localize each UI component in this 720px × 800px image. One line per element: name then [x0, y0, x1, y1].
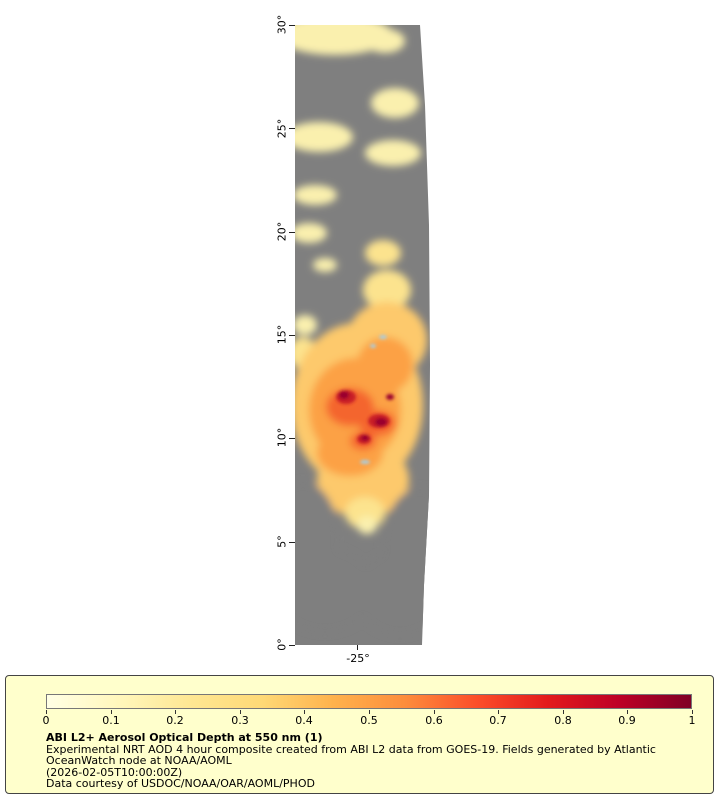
- colorbar-tick: [369, 710, 370, 714]
- lat-axis-tick: [289, 128, 295, 129]
- colorbar-tick-label: 0.2: [166, 714, 184, 727]
- colorbar-tick-label: 0.5: [360, 714, 378, 727]
- colorbar-tick: [46, 710, 47, 714]
- lon-axis-label: -25°: [346, 652, 370, 665]
- colorbar-tick: [498, 710, 499, 714]
- colorbar-tick-label: 0.6: [425, 714, 443, 727]
- lat-axis-tick: [289, 542, 295, 543]
- colorbar-tick: [175, 710, 176, 714]
- lat-axis-label: 15°: [275, 324, 289, 345]
- lat-axis-label: 20°: [275, 221, 289, 242]
- colorbar-tick-label: 0.8: [554, 714, 572, 727]
- colorbar-tick: [304, 710, 305, 714]
- colorbar-tick-label: 0.3: [231, 714, 249, 727]
- lat-axis-label: 10°: [275, 427, 289, 448]
- lat-axis-label: 25°: [275, 118, 289, 139]
- colorbar-tick: [692, 710, 693, 714]
- colorbar-tick-label: 0.4: [295, 714, 313, 727]
- lat-axis-label: 5°: [275, 535, 289, 548]
- legend-timestamp: (2026-02-05T10:00:00Z): [46, 765, 183, 779]
- lat-axis-tick: [289, 645, 295, 646]
- lat-axis-tick: [289, 232, 295, 233]
- colorbar-tick: [240, 710, 241, 714]
- lat-axis-label: 0°: [275, 638, 289, 651]
- colorbar-tick: [111, 710, 112, 714]
- legend-description: Experimental NRT AOD 4 hour composite cr…: [46, 742, 656, 767]
- lat-axis-tick: [289, 438, 295, 439]
- colorbar: [46, 694, 692, 709]
- legend-panel: 0 0.1 0.2 0.3 0.4 0.5 0.6 0.7 0.8 0.9 1 …: [5, 675, 714, 794]
- colorbar-tick-label: 0.7: [489, 714, 507, 727]
- lat-axis-tick: [289, 25, 295, 26]
- colorbar-tick-label: 1: [688, 714, 696, 727]
- aod-field: [295, 25, 430, 635]
- map-plot: [295, 25, 430, 645]
- colorbar-tick-label: 0.9: [618, 714, 636, 727]
- lon-axis-tick: [357, 645, 358, 650]
- legend-caption: ABI L2+ Aerosol Optical Depth at 550 nm …: [46, 732, 698, 790]
- colorbar-tick-label: 0.1: [102, 714, 120, 727]
- legend-title: ABI L2+ Aerosol Optical Depth at 550 nm …: [46, 731, 323, 744]
- colorbar-tick-label: 0: [42, 714, 50, 727]
- legend-credit: Data courtesy of USDOC/NOAA/OAR/AOML/PHO…: [46, 777, 315, 790]
- colorbar-tick: [563, 710, 564, 714]
- colorbar-tick: [627, 710, 628, 714]
- lat-axis-label: 30°: [275, 14, 289, 35]
- colorbar-tick: [434, 710, 435, 714]
- aod-swath-image: [295, 25, 430, 645]
- lat-axis-tick: [289, 335, 295, 336]
